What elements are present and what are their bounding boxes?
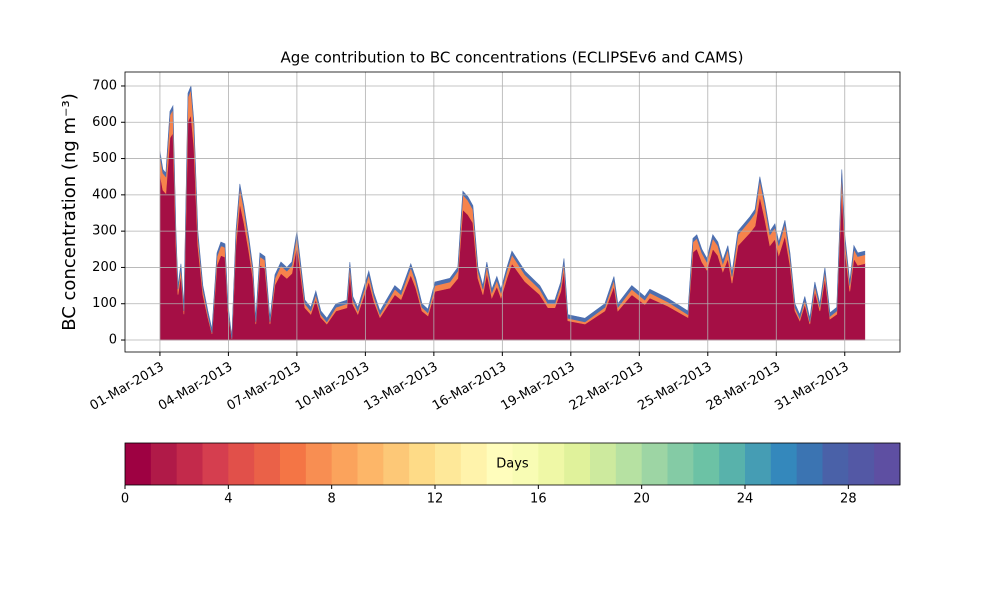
colorbar-swatch <box>822 443 849 485</box>
x-tick-label: 07-Mar-2013 <box>225 360 304 414</box>
colorbar-swatch <box>590 443 617 485</box>
y-tick-label: 0 <box>109 333 117 348</box>
colorbar-tick-label: 4 <box>224 492 232 507</box>
colorbar-swatch <box>409 443 436 485</box>
colorbar-swatch <box>228 443 255 485</box>
x-tick-label: 25-Mar-2013 <box>635 360 714 414</box>
colorbar-swatch <box>176 443 203 485</box>
colorbar-swatch <box>150 443 178 485</box>
colorbar-tick-label: 16 <box>530 492 547 507</box>
y-tick-label: 300 <box>92 224 117 239</box>
chart-title: Age contribution to BC concentrations (E… <box>281 49 744 67</box>
colorbar-swatch <box>564 443 591 485</box>
colorbar-swatch <box>874 443 901 485</box>
colorbar-frame <box>124 442 901 486</box>
colorbar-swatch <box>486 443 513 485</box>
x-tick-label: 04-Mar-2013 <box>156 360 235 414</box>
colorbar-swatch <box>745 443 772 485</box>
area-layer <box>159 85 866 339</box>
colorbar-swatch <box>383 443 410 485</box>
colorbar-swatch <box>719 443 746 485</box>
x-tick-label: 10-Mar-2013 <box>293 360 372 414</box>
colorbar-swatch <box>305 443 333 485</box>
colorbar-swatch <box>512 443 539 485</box>
colorbar-tick-label: 0 <box>121 492 129 507</box>
x-tick-label: 01-Mar-2013 <box>88 360 167 414</box>
colorbar-tick-label: 20 <box>633 492 650 507</box>
y-tick-label: 100 <box>92 296 117 311</box>
colorbar-swatch <box>125 443 152 485</box>
colorbar-tick-label: 12 <box>427 492 444 507</box>
colorbar-swatch <box>538 443 565 485</box>
colorbar-tick-label: 24 <box>737 492 754 507</box>
colorbar-swatch <box>435 443 462 485</box>
colorbar-swatch <box>848 443 875 485</box>
y-tick-label: 700 <box>92 78 117 93</box>
x-tick-label: 28-Mar-2013 <box>704 360 783 414</box>
colorbar-label: Days <box>496 457 529 472</box>
colorbar-swatch <box>693 443 720 485</box>
colorbar-swatch <box>357 443 384 485</box>
colorbar-tick-label: 8 <box>328 492 336 507</box>
y-axis-label: BC concentration (ng m⁻³) <box>59 93 80 331</box>
x-tick-label: 13-Mar-2013 <box>361 360 440 414</box>
colorbar-swatch <box>280 443 307 485</box>
x-tick-label: 31-Mar-2013 <box>772 360 851 414</box>
colorbar-swatch <box>770 443 798 485</box>
colorbar-swatch <box>202 443 229 485</box>
colorbar-swatch <box>460 443 488 485</box>
y-tick-label: 600 <box>92 115 117 130</box>
y-tick-label: 400 <box>92 187 117 202</box>
x-tick-label: 16-Mar-2013 <box>430 360 509 414</box>
colorbar-swatch <box>615 443 643 485</box>
colorbar-swatch <box>667 443 694 485</box>
colorbar-swatch <box>641 443 668 485</box>
x-tick-label: 22-Mar-2013 <box>567 360 646 414</box>
plot-frame <box>124 71 901 353</box>
y-tick-label: 500 <box>92 151 117 166</box>
colorbar-swatch <box>331 443 358 485</box>
colorbar-tick-label: 28 <box>840 492 857 507</box>
colorbar-swatch <box>796 443 823 485</box>
colorbar-swatch <box>254 443 281 485</box>
x-tick-label: 19-Mar-2013 <box>498 360 577 414</box>
y-tick-label: 200 <box>92 260 117 275</box>
